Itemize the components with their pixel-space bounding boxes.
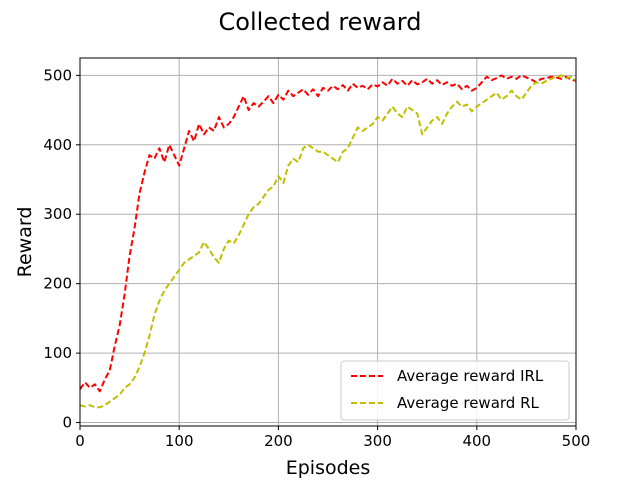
grid — [79, 58, 577, 426]
legend-label-rl: Average reward RL — [397, 394, 540, 412]
y-tick-label: 0 — [62, 414, 72, 432]
x-tick-label: 300 — [363, 432, 392, 450]
x-axis-label: Episodes — [286, 457, 371, 479]
x-tick-label: 0 — [75, 432, 85, 450]
y-tick-label: 200 — [43, 275, 72, 293]
legend-box — [340, 360, 570, 421]
y-axis-label: Reward — [14, 207, 36, 278]
y-tick-label: 100 — [43, 344, 72, 362]
legend: Average reward IRL Average reward RL — [340, 360, 570, 421]
y-tick-label: 300 — [43, 205, 72, 223]
axes-ticks: 0 100 200 300 400 500 0 100 200 300 400 500 — [43, 66, 590, 450]
legend-label-irl: Average reward IRL — [397, 367, 544, 385]
x-tick-label: 400 — [462, 432, 491, 450]
chart-title: Collected reward — [219, 8, 422, 36]
plot-area — [79, 74, 577, 409]
series-line-irl — [79, 74, 577, 393]
y-tick-label: 400 — [43, 136, 72, 154]
x-tick-label: 200 — [264, 432, 293, 450]
plot-frame — [79, 57, 577, 427]
series-line-rl — [79, 74, 577, 409]
y-tick-label: 500 — [43, 66, 72, 84]
x-tick-label: 500 — [562, 432, 591, 450]
x-tick-label: 100 — [165, 432, 194, 450]
